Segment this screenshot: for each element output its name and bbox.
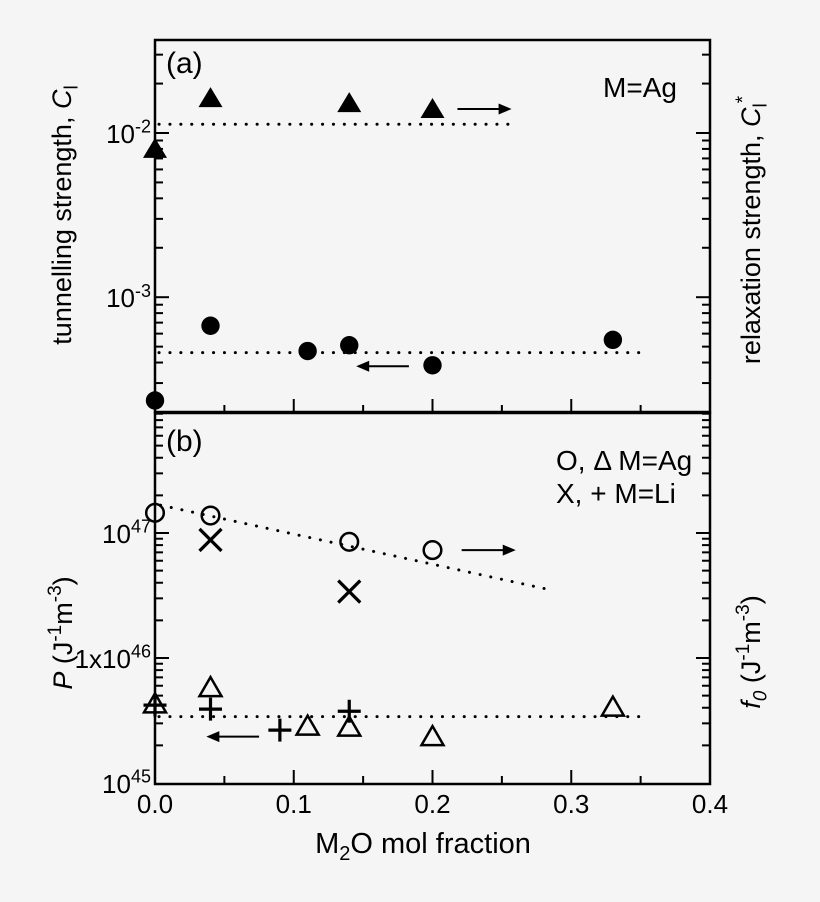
- legend-line-2: X, + M=Li: [556, 478, 676, 509]
- panel-a-y-ticks: [155, 53, 710, 385]
- panel-b-left-axis-title: P (J-1m-3): [45, 576, 78, 689]
- panel-a-y-tick-label: 10-2: [106, 117, 151, 149]
- arrow-left: [356, 360, 409, 372]
- panel-b-y-tick-label: 1x1046: [75, 642, 151, 674]
- panel-b-right-axis-title: f0 (J-1m-3): [733, 595, 771, 708]
- panel-b-y-ticks: [155, 412, 710, 747]
- panel-a-label: (a): [166, 47, 203, 80]
- panel-a-y-tick-label: 10-3: [106, 281, 151, 313]
- P-Ag-open-circles: [144, 502, 443, 561]
- panel-a: 10-2 10-3 (a) M=Ag tunnelling strength, Cl re…: [47, 47, 771, 410]
- x-tick-labels: 0.0 0.1 0.2 0.3 0.4: [137, 789, 728, 819]
- x-axis-title: M2O mol fraction: [315, 828, 531, 865]
- panel-a-left-axis-title: tunnelling strength, Cl: [47, 85, 82, 344]
- x-tick-label: 0.0: [137, 789, 173, 819]
- panel-b-y-tick-label: 1047: [102, 517, 151, 549]
- legend-line-1: O, Δ M=Ag: [556, 445, 692, 476]
- tunnelling-strength-Ag-filled-circles: [145, 316, 623, 410]
- x-tick-label: 0.4: [692, 789, 728, 819]
- f0-Li-plus-marks: [143, 693, 361, 742]
- panel-a-right-axis-title: relaxation strength, Cl*: [733, 95, 771, 364]
- arrow-right: [457, 103, 512, 115]
- f0-Ag-open-triangles: [141, 674, 627, 747]
- x-tick-label: 0.2: [414, 789, 450, 819]
- panel-b-label: (b): [166, 425, 203, 458]
- panel-b-y-tick-label: 1045: [102, 767, 151, 799]
- x-tick-label: 0.1: [276, 789, 312, 819]
- panel-a-annotation: M=Ag: [603, 72, 677, 103]
- relaxation-strength-Ag-filled-triangles: [143, 87, 445, 158]
- arrow-left: [206, 731, 260, 743]
- P-Li-x-marks: [198, 527, 362, 604]
- x-tick-label: 0.3: [553, 789, 589, 819]
- panel-b: 1047 1x1046 1045 (b) O, Δ M=AgX, + M=Li P (J-…: [45, 412, 771, 799]
- arrow-right: [461, 544, 516, 556]
